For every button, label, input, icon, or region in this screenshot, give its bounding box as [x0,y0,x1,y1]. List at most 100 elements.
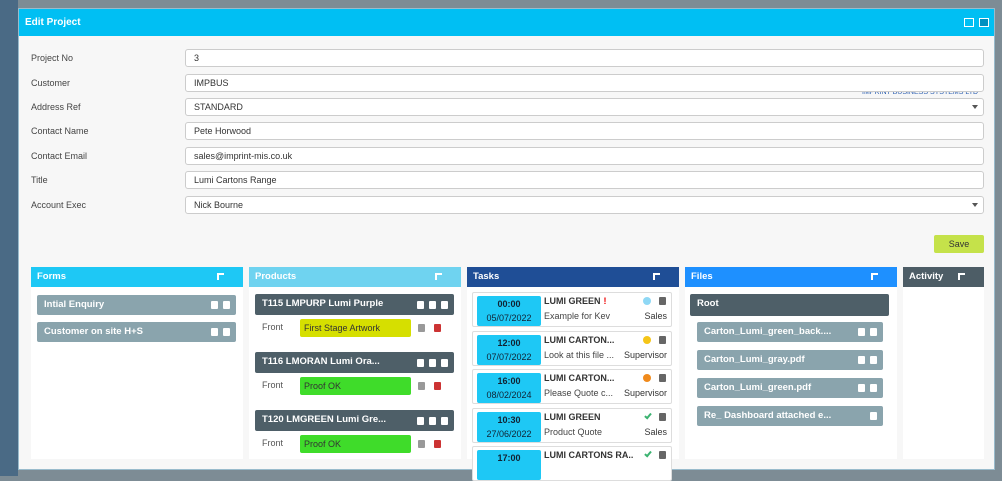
view-icon [858,384,865,392]
forms-header: Forms [31,267,243,287]
view-icon [858,356,865,364]
file-icon [870,328,877,336]
task-title-text: LUMI GREEN [544,296,601,306]
product-status[interactable]: Proof OK [300,377,411,395]
delete-icon [441,359,448,367]
task-time: 10:30 [497,414,521,425]
task-title: LUMI GREEN [544,412,634,422]
products-header: Products [249,267,461,287]
field-input[interactable]: Pete Horwood [185,122,984,140]
product-header[interactable]: T115 LMPURP Lumi Purple [255,294,454,315]
task-role: Supervisor [623,349,667,360]
task-status-check [644,449,652,458]
view-icon [417,359,424,367]
field-input[interactable]: Nick Bourne [185,196,984,214]
task-time-box: 17:00 [477,450,541,480]
tasks-body: 00:00 05/07/2022 LUMI GREEN! Example for Ke… [467,287,679,481]
thumb-down[interactable] [434,382,441,390]
activity-add[interactable] [958,273,965,280]
task-title: LUMI CARTON... [544,335,634,345]
products-add[interactable] [435,273,442,280]
files-add[interactable] [871,273,878,280]
form-item[interactable]: Customer on site H+S [37,322,236,342]
field-input[interactable]: Lumi Cartons Range [185,171,984,189]
form-item[interactable]: Intial Enquiry [37,295,236,315]
thumb-down[interactable] [434,440,441,448]
file-icon [870,356,877,364]
files-root[interactable]: Root [690,294,889,316]
window-title: Edit Project [25,17,81,28]
file-item[interactable]: Carton_Lumi_gray.pdf [697,350,883,370]
activity-header: Activity [903,267,984,287]
product-part: Front [262,322,284,332]
dropdown-caret [972,105,978,109]
task-time: 17:00 [497,453,521,463]
edit-project-dialog: Edit Project IMPRINT BUSINESS SYSTEMS LT… [18,8,995,481]
files-body: Root Carton_Lumi_green_back.... Carton_Lum… [685,287,897,459]
field-input[interactable]: IMPBUS [185,74,984,92]
field-label: Address Ref [31,102,81,112]
task-time-box: 00:00 05/07/2022 [477,296,541,326]
file-item[interactable]: Re_ Dashboard attached e... [697,406,883,426]
field-input[interactable]: STANDARD [185,98,984,116]
view-icon [858,328,865,336]
edit-icon [211,301,218,309]
task-date: 27/06/2022 [486,428,532,439]
tasks-add[interactable] [653,273,660,280]
task-time: 00:00 [497,299,521,309]
product-header[interactable]: T120 LMGREEN Lumi Gre... [255,410,454,431]
forms-add[interactable] [217,273,224,280]
task-card[interactable]: 00:00 05/07/2022 LUMI GREEN! Example for Ke… [472,292,672,327]
edit-icon [429,359,436,367]
task-desc: Please Quote c... [544,388,614,398]
task-title: LUMI CARTONS RA... [544,450,634,460]
task-card[interactable]: 10:30 27/06/2022 LUMI GREEN Product Quote Sa… [472,407,672,443]
tasks-header: Tasks [467,267,679,287]
task-card[interactable]: 17:00 LUMI CARTONS RA... [472,446,672,481]
thumb-up[interactable] [418,382,425,390]
maximize-button[interactable] [964,18,974,27]
task-flag: ! [603,296,607,306]
task-status-dot [643,335,651,344]
field-input[interactable]: sales@imprint-mis.co.uk [185,147,984,165]
task-card[interactable]: 16:00 08/02/2024 LUMI CARTON... Please Quot… [472,369,672,404]
task-date: 07/07/2022 [486,351,532,362]
task-status-dot [643,374,651,382]
task-list-icon [659,374,666,382]
field-label: Account Exec [31,200,87,210]
task-desc: Look at this file ... [544,349,615,360]
task-time-box: 16:00 08/02/2024 [477,373,541,403]
field-label: Customer [31,78,71,88]
task-card[interactable]: 12:00 07/07/2022 LUMI CARTON... Look at thi… [472,330,672,366]
delete-icon [223,328,230,336]
dropdown-caret [972,203,978,207]
task-list-icon [659,297,666,305]
field-label: Title [31,175,48,185]
task-title-text: LUMI CARTON... [544,334,615,345]
thumb-down[interactable] [434,324,441,332]
task-time-box: 12:00 07/07/2022 [477,334,541,365]
task-time-box: 10:30 27/06/2022 [477,411,541,442]
thumb-up[interactable] [418,440,425,448]
background-app [0,0,18,476]
product-part: Front [262,380,284,390]
task-title-text: LUMI CARTON... [544,373,615,383]
product-status[interactable]: First Stage Artwork [300,319,411,337]
view-icon [417,417,424,425]
field-label: Project No [31,53,74,63]
files-header: Files [685,267,897,287]
field-input[interactable]: 3 [185,49,984,67]
product-header[interactable]: T116 LMORAN Lumi Ora... [255,352,454,373]
save-button[interactable]: Save [934,235,984,253]
task-title: LUMI CARTON... [544,373,634,383]
task-time: 16:00 [497,376,521,386]
task-role: Supervisor [623,388,667,398]
close-button[interactable] [979,18,989,27]
task-title: LUMI GREEN! [544,296,634,306]
thumb-up[interactable] [418,324,425,332]
task-title-text: LUMI GREEN [544,411,601,422]
file-item[interactable]: Carton_Lumi_green_back.... [697,322,883,342]
edit-icon [429,301,436,309]
file-item[interactable]: Carton_Lumi_green.pdf [697,378,883,398]
product-status[interactable]: Proof OK [300,435,411,453]
